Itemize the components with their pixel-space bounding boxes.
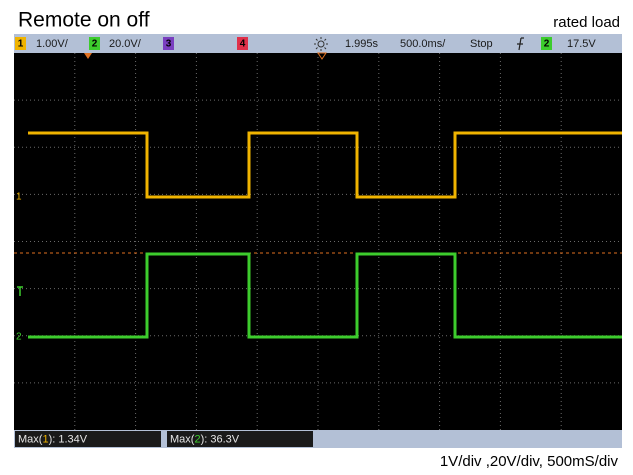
title: Remote on off bbox=[18, 9, 150, 32]
trigger-position-marker bbox=[84, 53, 92, 59]
time-scale: 500.0ms/ bbox=[400, 38, 446, 50]
trigger-source-box bbox=[541, 37, 552, 50]
caption: 1V/div ,20V/div, 500mS/div bbox=[440, 453, 619, 470]
measurement-channel: 1 bbox=[42, 433, 48, 445]
ch2-marker: 2 bbox=[16, 332, 22, 343]
ch2-box bbox=[89, 37, 100, 50]
ch2-trace bbox=[28, 252, 622, 339]
measurement-value: ): 1.34V bbox=[49, 433, 88, 445]
measurement-1: Max(1): 1.34V bbox=[18, 433, 88, 445]
trigger-slope-icon bbox=[517, 37, 524, 51]
measurement-1-box bbox=[15, 431, 161, 447]
ch2-label: 2 bbox=[92, 39, 98, 50]
acquire-icon bbox=[314, 37, 328, 51]
ch3-label: 3 bbox=[166, 39, 172, 50]
run-state: Stop bbox=[470, 38, 493, 50]
ch2-scale: 20.0V/ bbox=[109, 38, 142, 50]
ch1-scale: 1.00V/ bbox=[36, 38, 69, 50]
trigger-source: 2 bbox=[544, 39, 550, 50]
ch4-label: 4 bbox=[240, 39, 246, 50]
measurement-bar bbox=[14, 430, 622, 448]
measurement-prefix: Max( bbox=[18, 433, 43, 445]
trigger-level: 17.5V bbox=[567, 38, 596, 50]
ch4-box bbox=[237, 37, 248, 50]
measurement-2: Max(2): 36.3V bbox=[170, 433, 240, 445]
time-offset: 1.995s bbox=[345, 38, 379, 50]
ch1-box bbox=[15, 37, 26, 50]
measurement-value: ): 36.3V bbox=[201, 433, 240, 445]
ch1-marker: 1 bbox=[16, 192, 22, 203]
delay-marker bbox=[317, 52, 327, 60]
measurement-2-box bbox=[167, 431, 313, 447]
measurement-prefix: Max( bbox=[170, 433, 195, 445]
ch1-trace bbox=[28, 131, 622, 199]
trigger-marker bbox=[17, 286, 23, 296]
ch3-box bbox=[163, 37, 174, 50]
ch1-label: 1 bbox=[18, 39, 24, 50]
subtitle: rated load bbox=[553, 14, 620, 31]
measurement-channel: 2 bbox=[194, 433, 200, 445]
